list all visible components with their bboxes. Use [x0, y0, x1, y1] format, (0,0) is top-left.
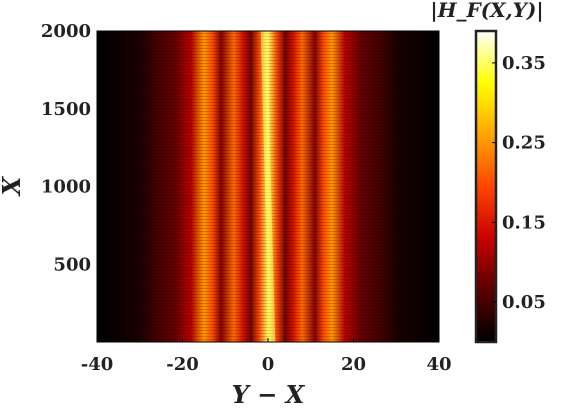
y-axis-label: X	[0, 175, 26, 197]
colorbar-scale	[474, 29, 498, 344]
central-ridge	[260, 31, 276, 342]
colorbar-tick-label: 0.05	[502, 292, 546, 313]
x-tick-label: 40	[426, 354, 451, 375]
y-tick-label: 500	[53, 254, 91, 275]
colorbar-tick-label: 0.35	[502, 53, 546, 74]
plot-area	[96, 30, 440, 343]
x-tick-label: 0	[262, 354, 275, 375]
x-tick-label: -20	[166, 354, 199, 375]
x-axis-label: Y − X	[232, 380, 306, 409]
y-tick-label: 2000	[41, 21, 91, 42]
x-axis-ticks: -40 -20 0 20 40	[81, 338, 452, 375]
x-tick-label: -40	[81, 354, 114, 375]
colorbar-label: |H_F(X,Y)|	[430, 0, 543, 22]
y-tick-label: 1000	[41, 177, 91, 198]
colorbar-tick-label: 0.15	[502, 212, 546, 233]
x-tick-label: 20	[341, 354, 366, 375]
y-tick-label: 1500	[41, 99, 91, 120]
colorbar-tick-label: 0.25	[502, 133, 546, 154]
colorbar-ticks: 0.05 0.15 0.25 0.35	[492, 53, 546, 313]
colorbar: 0.05 0.15 0.25 0.35 |H_F(X,Y)|	[430, 0, 546, 344]
y-axis-ticks: 500 1000 1500 2000	[41, 21, 101, 275]
